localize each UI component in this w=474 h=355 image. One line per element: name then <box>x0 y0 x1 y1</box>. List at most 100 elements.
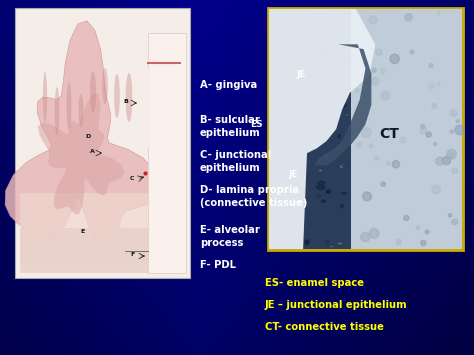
Ellipse shape <box>320 50 328 55</box>
Ellipse shape <box>273 175 279 178</box>
Ellipse shape <box>275 239 281 242</box>
Text: JE – junctional epithelium: JE – junctional epithelium <box>265 300 408 310</box>
Ellipse shape <box>327 114 335 120</box>
Ellipse shape <box>283 122 286 128</box>
Ellipse shape <box>287 173 295 175</box>
Ellipse shape <box>339 102 346 108</box>
Circle shape <box>369 228 379 238</box>
Circle shape <box>362 91 365 94</box>
Text: E: E <box>80 229 84 234</box>
Circle shape <box>429 64 433 67</box>
Circle shape <box>400 137 406 143</box>
Ellipse shape <box>286 168 292 173</box>
Ellipse shape <box>102 68 108 104</box>
Ellipse shape <box>270 212 278 217</box>
Ellipse shape <box>275 69 281 72</box>
PathPatch shape <box>315 44 371 165</box>
Ellipse shape <box>337 134 340 138</box>
Ellipse shape <box>326 190 331 194</box>
Circle shape <box>361 233 370 242</box>
Circle shape <box>410 50 414 54</box>
Circle shape <box>372 77 379 85</box>
Circle shape <box>448 214 452 217</box>
Bar <box>269 9 462 249</box>
Ellipse shape <box>317 195 320 198</box>
Ellipse shape <box>335 121 339 125</box>
Ellipse shape <box>342 28 348 31</box>
Ellipse shape <box>66 82 72 130</box>
Circle shape <box>381 182 385 186</box>
Ellipse shape <box>284 54 289 56</box>
Ellipse shape <box>274 232 278 237</box>
Ellipse shape <box>310 82 314 87</box>
Ellipse shape <box>90 72 96 113</box>
Circle shape <box>396 239 401 245</box>
Ellipse shape <box>323 25 328 31</box>
Bar <box>148 33 186 273</box>
Ellipse shape <box>304 121 310 123</box>
Circle shape <box>404 215 409 220</box>
Ellipse shape <box>284 55 287 59</box>
Text: JE: JE <box>296 70 306 79</box>
Ellipse shape <box>338 84 345 89</box>
Circle shape <box>357 143 361 147</box>
Ellipse shape <box>325 26 333 29</box>
Ellipse shape <box>325 15 332 19</box>
Ellipse shape <box>289 129 294 132</box>
Circle shape <box>372 68 376 72</box>
Ellipse shape <box>332 122 337 126</box>
Text: D: D <box>85 134 90 139</box>
Ellipse shape <box>340 204 343 208</box>
Ellipse shape <box>284 186 288 191</box>
Circle shape <box>369 16 377 24</box>
Ellipse shape <box>308 73 315 76</box>
Circle shape <box>452 219 458 225</box>
Circle shape <box>376 49 382 55</box>
Circle shape <box>437 11 440 15</box>
Circle shape <box>420 127 427 134</box>
Ellipse shape <box>314 46 320 51</box>
Circle shape <box>450 109 457 116</box>
Ellipse shape <box>43 72 47 122</box>
Circle shape <box>380 69 385 73</box>
PathPatch shape <box>5 21 159 253</box>
Text: CT- connective tissue: CT- connective tissue <box>265 322 384 332</box>
Text: A- gingiva: A- gingiva <box>200 80 257 90</box>
Circle shape <box>381 91 390 100</box>
Circle shape <box>432 104 437 108</box>
Ellipse shape <box>325 127 333 130</box>
Ellipse shape <box>318 169 322 172</box>
Circle shape <box>374 156 379 160</box>
Ellipse shape <box>314 12 320 17</box>
Circle shape <box>452 168 457 174</box>
Circle shape <box>387 162 390 165</box>
Circle shape <box>456 120 459 123</box>
Ellipse shape <box>287 244 291 246</box>
Ellipse shape <box>294 169 298 173</box>
Bar <box>20 228 180 273</box>
Ellipse shape <box>282 97 285 102</box>
Ellipse shape <box>346 113 350 116</box>
Ellipse shape <box>300 141 308 144</box>
Ellipse shape <box>323 154 328 158</box>
Ellipse shape <box>301 111 305 117</box>
Ellipse shape <box>297 230 300 233</box>
Ellipse shape <box>337 242 343 245</box>
Text: ES: ES <box>250 120 263 129</box>
Ellipse shape <box>305 102 308 104</box>
Circle shape <box>449 153 454 157</box>
Circle shape <box>455 125 465 135</box>
Ellipse shape <box>284 14 293 19</box>
Ellipse shape <box>308 23 317 28</box>
Circle shape <box>450 130 454 133</box>
Circle shape <box>442 157 450 165</box>
Text: C: C <box>130 176 135 181</box>
Ellipse shape <box>329 245 334 248</box>
Bar <box>20 193 185 263</box>
PathPatch shape <box>269 9 375 249</box>
Ellipse shape <box>307 69 315 72</box>
Text: JE: JE <box>288 170 298 179</box>
Ellipse shape <box>292 85 299 89</box>
Circle shape <box>436 157 444 165</box>
Ellipse shape <box>126 73 132 122</box>
